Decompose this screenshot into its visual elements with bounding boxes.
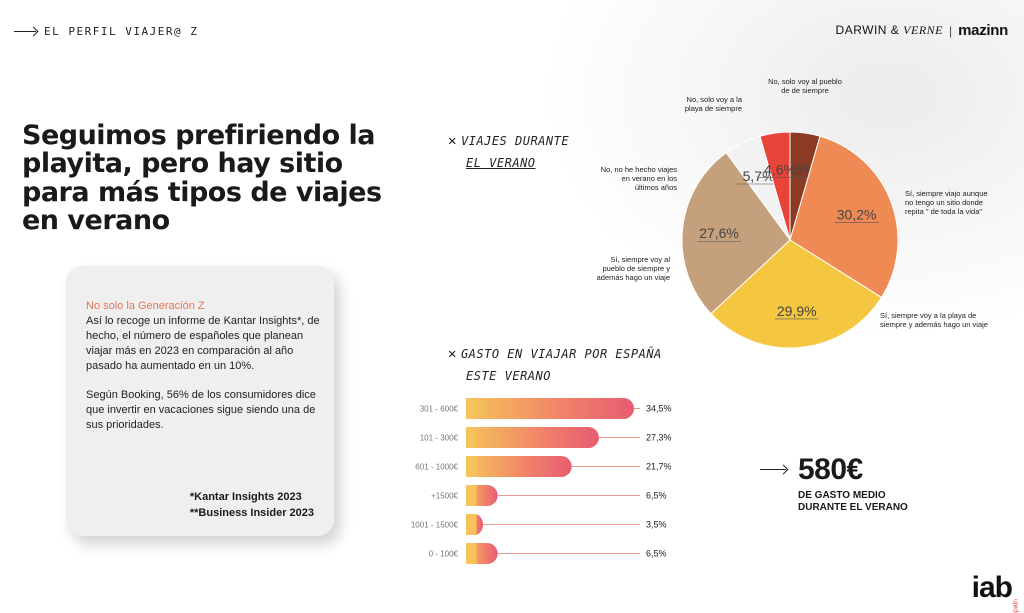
darwin-verne-logo: DARWIN & VERNE bbox=[835, 23, 943, 37]
source-kantar: *Kantar Insights 2023 bbox=[189, 491, 302, 503]
bar-value-label: 6,5% bbox=[646, 491, 667, 501]
pie-category-label: Sí, siempre viajo aunque no tengo un siti… bbox=[905, 189, 988, 216]
bar-chart: 301 - 600€ 34,5% 101 - 300€ 27,3% 601 - 1000… bbox=[411, 398, 672, 564]
pie-value-label: 4,6% bbox=[784, 161, 816, 177]
bar-left-edge bbox=[466, 514, 477, 535]
pie-value-label: 5,7% bbox=[743, 168, 775, 184]
bar-value-label: 21,7% bbox=[646, 462, 672, 472]
bar-value-label: 3,5% bbox=[646, 520, 667, 530]
bar-category-label: 601 - 1000€ bbox=[415, 463, 458, 472]
mazinn-logo: mazinn bbox=[958, 22, 1008, 39]
section-label-text: EL PERFIL VIAJER@ Z bbox=[44, 25, 199, 38]
bar-left-edge bbox=[466, 485, 477, 506]
bar-category-label: 101 - 300€ bbox=[420, 434, 459, 443]
stat-label: DE GASTO MEDIO DURANTE EL VERANO bbox=[798, 490, 908, 513]
brand-separator: | bbox=[949, 23, 953, 38]
pie-slice bbox=[789, 135, 899, 299]
pie-value-label: 29,9% bbox=[777, 303, 817, 319]
card-sources: *Kantar Insights 2023 **Business Insider… bbox=[190, 489, 314, 521]
bar-category-label: 0 - 100€ bbox=[429, 550, 459, 559]
pie-category-label: No, solo voy al pueblo de de siempre bbox=[768, 77, 842, 95]
bar-category-label: 1001 - 1500€ bbox=[411, 521, 459, 530]
pie-slice bbox=[710, 239, 883, 349]
bar-value-label: 6,5% bbox=[646, 549, 667, 559]
source-business-insider: **Business Insider 2023 bbox=[189, 507, 314, 519]
pie-category-label: No, solo voy a la playa de siempre bbox=[685, 95, 743, 113]
card-paragraph-2: Según Booking, 56% de los consumidores d… bbox=[86, 389, 316, 431]
bar-left-edge bbox=[466, 543, 477, 564]
pie-value-label: 4,6% bbox=[764, 161, 796, 177]
pie-value-label: 30,2% bbox=[837, 207, 877, 223]
bar-chart-title: ✕ GASTO EN VIAJAR POR ESPAÑA ESTE VERANO bbox=[448, 346, 662, 383]
pie-value-label: 27,6% bbox=[699, 225, 739, 241]
pie-chart: 4,6% No, solo voy al pueblo de de siempre 3… bbox=[597, 77, 988, 349]
iab-logo: iab bbox=[971, 571, 1013, 604]
x-mark-icon: ✕ bbox=[448, 346, 457, 362]
arrow-right-icon bbox=[14, 31, 36, 32]
bar-category-label: +1500€ bbox=[431, 492, 458, 501]
arrow-right-icon bbox=[760, 469, 786, 470]
pie-category-label: Sí, siempre voy a la playa de siempre y a… bbox=[880, 311, 988, 329]
brand-logos: DARWIN & VERNE | mazinn bbox=[835, 22, 1009, 39]
bar-left-edge bbox=[466, 456, 477, 477]
bar-left-edge bbox=[466, 427, 477, 448]
page-title: Seguimos prefiriendo la playita, pero ha… bbox=[22, 120, 382, 237]
bar-category-label: 301 - 600€ bbox=[420, 405, 459, 414]
stat-value: 580€ bbox=[798, 453, 863, 486]
card-title: No solo la Generación Z bbox=[86, 300, 205, 312]
bar bbox=[466, 456, 572, 477]
bar bbox=[466, 427, 599, 448]
card-body: Así lo recoge un informe de Kantar Insig… bbox=[86, 314, 326, 433]
pie-category-label: No, no he hecho viajes en verano en los úl… bbox=[601, 165, 678, 192]
pie-slice bbox=[759, 131, 791, 241]
pie-chart-title: ✕ VIAJES DURANTE EL VERANO bbox=[448, 133, 570, 170]
pie-category-label: Sí, siempre voy al pueblo de siempre y ade… bbox=[597, 255, 671, 282]
pie-slice bbox=[681, 152, 791, 315]
info-card: No solo la Generación Z Así lo recoge un… bbox=[66, 266, 334, 536]
bar bbox=[466, 398, 634, 419]
iab-logo-sub: spain bbox=[1013, 599, 1020, 613]
bar-value-label: 34,5% bbox=[646, 404, 672, 414]
bar-left-edge bbox=[466, 398, 477, 419]
bar-value-label: 27,3% bbox=[646, 433, 672, 443]
card-paragraph-1: Así lo recoge un informe de Kantar Insig… bbox=[86, 315, 320, 372]
x-mark-icon: ✕ bbox=[448, 133, 457, 149]
section-label: EL PERFIL VIAJER@ Z bbox=[14, 25, 198, 38]
